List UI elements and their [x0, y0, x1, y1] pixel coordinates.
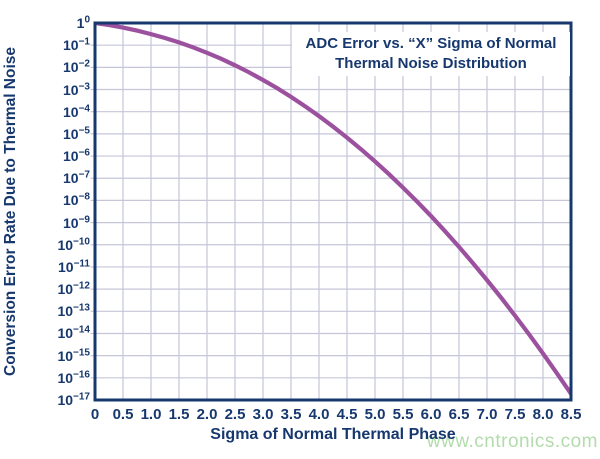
- chart-title-line-2: Thermal Noise Distribution: [335, 55, 527, 72]
- grid-lines: [90, 23, 571, 400]
- error-curve: [95, 23, 571, 396]
- chart-title-line-1: ADC Error vs. “X” Sigma of Normal: [305, 35, 557, 52]
- watermark-text: www.cntronics.com: [426, 431, 598, 452]
- plot-border: [93, 21, 573, 402]
- chart-title: ADC Error vs. “X” Sigma of Normal Therma…: [292, 32, 570, 76]
- y-axis-title: Conversion Error Rate Due to Thermal Noi…: [2, 46, 19, 377]
- x-axis-title: Sigma of Normal Thermal Phase: [210, 426, 456, 443]
